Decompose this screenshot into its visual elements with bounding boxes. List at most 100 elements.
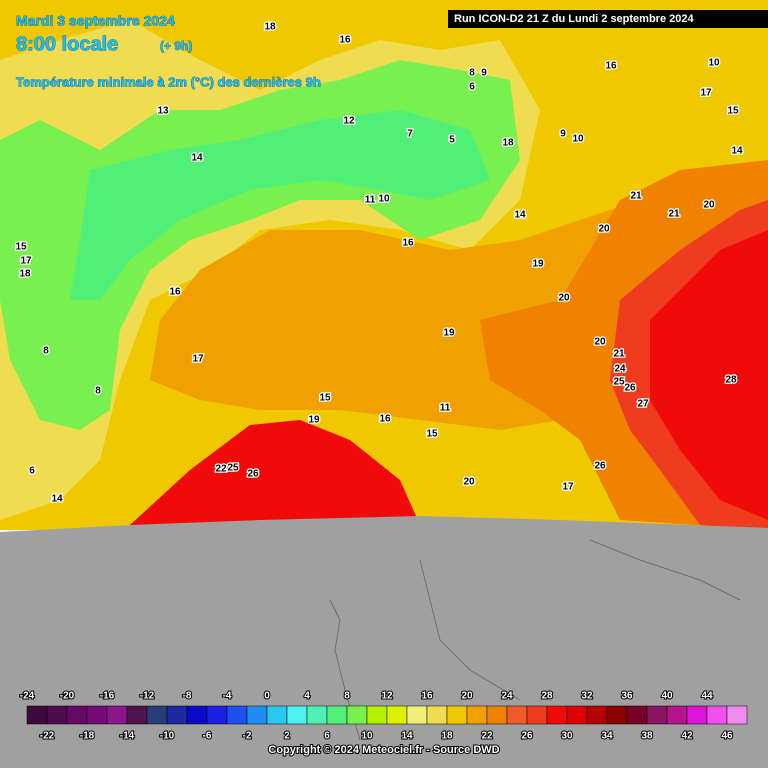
legend-label: 18: [441, 731, 453, 742]
legend-cell: [526, 705, 548, 725]
contour-label: 13: [157, 106, 169, 117]
contour-label: 20: [594, 337, 606, 348]
legend-cell: [466, 705, 488, 725]
legend-cell: [206, 705, 228, 725]
legend-cell: [426, 705, 448, 725]
legend-label: 2: [284, 731, 290, 742]
contour-label: 20: [558, 293, 570, 304]
contour-label: 16: [169, 287, 181, 298]
legend-label: 8: [344, 691, 350, 702]
legend-label: 32: [581, 691, 593, 702]
legend-label: -12: [140, 691, 155, 702]
contour-label: 18: [264, 22, 276, 33]
contour-label: 27: [637, 399, 649, 410]
contour-label: 20: [598, 224, 610, 235]
legend-cell: [326, 705, 348, 725]
no-data-area: [0, 516, 768, 768]
legend-label: 24: [501, 691, 513, 702]
legend-label: -22: [40, 731, 55, 742]
contour-label: 14: [514, 210, 526, 221]
legend-label: 44: [701, 691, 713, 702]
legend-cell: [606, 705, 628, 725]
legend-label: -20: [60, 691, 75, 702]
contour-label: 16: [379, 414, 391, 425]
legend-cell: [546, 705, 568, 725]
legend-label: 30: [561, 731, 573, 742]
legend-label: -16: [100, 691, 115, 702]
contour-label: 14: [51, 494, 63, 505]
legend-label: 28: [541, 691, 553, 702]
contour-label: 28: [725, 375, 737, 386]
contour-label: 15: [15, 242, 27, 253]
contour-label: 19: [443, 328, 455, 339]
contour-label: 26: [247, 469, 259, 480]
legend-label: 40: [661, 691, 673, 702]
legend-label: 38: [641, 731, 653, 742]
contour-label: 19: [532, 259, 544, 270]
legend-label: 6: [324, 731, 330, 742]
run-label: Run ICON-D2 21 Z du Lundi 2 septembre 20…: [454, 13, 694, 25]
legend-cell: [406, 705, 428, 725]
legend-cell: [646, 705, 668, 725]
legend-label: 34: [601, 731, 613, 742]
contour-label: 10: [708, 58, 720, 69]
legend-cell: [346, 705, 368, 725]
legend-label: -6: [203, 731, 212, 742]
contour-label: 25: [227, 463, 239, 474]
legend-label: 10: [361, 731, 373, 742]
legend-cell: [626, 705, 648, 725]
legend-cell: [246, 705, 268, 725]
legend-cell: [506, 705, 528, 725]
legend-cell: [146, 705, 168, 725]
contour-label: 21: [668, 209, 680, 220]
legend-cell: [106, 705, 128, 725]
legend-label: 42: [681, 731, 693, 742]
contour-label: 22: [215, 464, 227, 475]
legend-cell: [706, 705, 728, 725]
legend-label: 46: [721, 731, 733, 742]
legend-label: 0: [264, 691, 270, 702]
contour-label: 9: [560, 129, 566, 140]
legend-cell: [126, 705, 148, 725]
legend-label: 12: [381, 691, 393, 702]
contour-label: 16: [402, 238, 414, 249]
contour-label: 17: [20, 256, 32, 267]
legend-label: -18: [80, 731, 95, 742]
region-alps-high: [70, 110, 490, 300]
legend-label: 20: [461, 691, 473, 702]
legend-cell: [186, 705, 208, 725]
contour-label: 7: [407, 129, 413, 140]
contour-label: 17: [562, 482, 574, 493]
legend-label: -14: [120, 731, 135, 742]
contour-label: 20: [703, 200, 715, 211]
contour-label: 24: [614, 364, 626, 375]
legend-label: -2: [243, 731, 252, 742]
legend-cell: [726, 705, 748, 725]
contour-label: 5: [449, 135, 455, 146]
contour-label: 16: [339, 35, 351, 46]
contour-label: 15: [727, 106, 739, 117]
contour-label: 11: [440, 403, 451, 414]
contour-label: 26: [624, 383, 636, 394]
legend-cell: [166, 705, 188, 725]
legend-cell: [286, 705, 308, 725]
contour-label: 14: [731, 146, 743, 157]
contour-label: 17: [700, 88, 712, 99]
contour-label: 8: [95, 386, 101, 397]
contour-label: 11: [365, 195, 376, 206]
contour-label: 20: [463, 477, 475, 488]
legend-label: 16: [421, 691, 433, 702]
legend-cell: [66, 705, 88, 725]
time: 8:00 locale: [16, 33, 118, 55]
legend-label: -10: [160, 731, 175, 742]
contour-label: 6: [29, 466, 35, 477]
legend-label: 26: [521, 731, 533, 742]
legend-cell: [26, 705, 48, 725]
contour-label: 14: [191, 153, 203, 164]
contour-label: 25: [613, 377, 625, 388]
legend-cell: [226, 705, 248, 725]
legend-cell: [586, 705, 608, 725]
